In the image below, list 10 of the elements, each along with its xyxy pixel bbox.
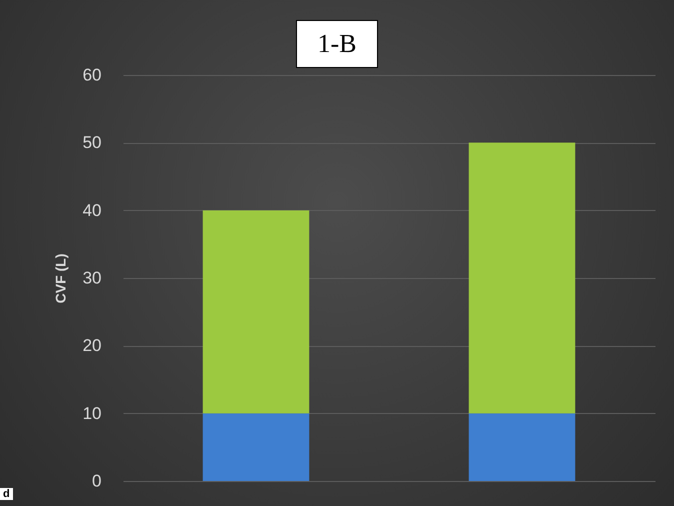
y-tick-label: 0 (92, 472, 102, 490)
y-axis-title: CVF (L) (52, 254, 69, 304)
chart-title: 1-B (296, 20, 378, 68)
y-tick-label: 50 (82, 133, 102, 152)
y-tick-label: 40 (82, 200, 102, 220)
y-tick-label: 20 (82, 336, 102, 356)
y-tick-label: 30 (82, 268, 102, 288)
y-tick-label: 60 (82, 66, 102, 84)
y-tick-label: 10 (82, 404, 102, 423)
text: d (0, 488, 13, 500)
